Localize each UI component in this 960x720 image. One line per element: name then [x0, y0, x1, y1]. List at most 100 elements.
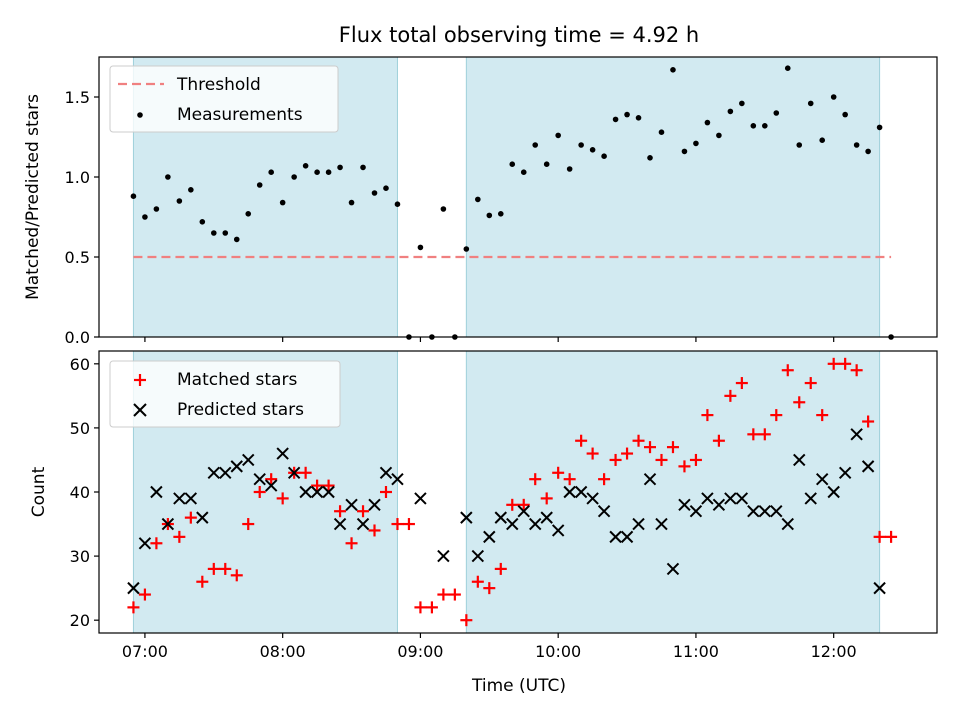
measurement-point	[819, 137, 826, 143]
predicted-star-point	[437, 549, 450, 563]
matched-star-point	[253, 486, 266, 498]
count-panel: 20 30 40 50 60 07:00 08:00 09:00 10:00 11:00 12:0…	[29, 350, 938, 696]
matched-legend-label: Matched stars	[177, 370, 297, 390]
predicted-star-point	[299, 485, 312, 499]
predicted-star-point	[563, 485, 576, 499]
measurements-legend-marker	[137, 112, 143, 118]
predicted-legend-marker	[133, 403, 147, 417]
measurement-point	[681, 148, 688, 155]
matched-star-point	[391, 518, 404, 531]
matched-star-point	[494, 562, 507, 575]
matched-star-point	[242, 518, 255, 531]
measurement-point	[601, 153, 607, 159]
predicted-star-point	[414, 492, 427, 505]
measurement-point	[670, 67, 676, 73]
matched-star-point	[368, 524, 381, 537]
measurement-point	[543, 161, 550, 167]
predicted-star-point	[253, 472, 266, 486]
count-observing-window-2	[465, 350, 881, 634]
measurement-point	[463, 246, 470, 252]
matched-star-point	[230, 569, 243, 582]
predicted-star-point	[609, 530, 622, 544]
count-x-tick-label: 08:00	[260, 642, 306, 661]
measurement-point	[520, 169, 527, 175]
matched-star-point	[540, 492, 553, 505]
measurement-point	[279, 199, 286, 206]
measurement-point	[371, 190, 378, 196]
matched-star-point	[127, 601, 140, 614]
predicted-star-point	[264, 479, 278, 492]
measurement-point	[830, 94, 837, 100]
ratio-y-tick-label: 0.0	[65, 328, 90, 347]
measurement-point	[624, 111, 630, 118]
measurement-point	[589, 147, 596, 153]
matched-star-point	[850, 364, 863, 377]
predicted-star-point	[138, 537, 152, 550]
measurement-point	[578, 142, 584, 148]
matched-star-point	[563, 473, 576, 486]
measurement-point	[509, 161, 516, 167]
predicted-star-point	[712, 498, 726, 512]
matched-star-point	[678, 460, 691, 473]
predicted-star-point	[540, 511, 553, 524]
predicted-star-point	[850, 428, 863, 441]
matched-star-point	[598, 473, 611, 486]
measurement-point	[417, 244, 424, 251]
measurement-point	[130, 193, 137, 199]
predicted-star-point	[471, 549, 485, 563]
count-y-tick-label: 30	[70, 547, 90, 566]
matched-legend-marker	[134, 374, 146, 386]
predicted-star-point	[620, 530, 634, 544]
matched-star-point	[827, 357, 840, 370]
matched-star-point	[207, 562, 220, 575]
measurement-point	[210, 230, 217, 236]
matched-star-point	[322, 479, 335, 492]
matched-star-point	[437, 588, 450, 601]
matched-star-point	[357, 505, 370, 518]
predicted-star-point	[666, 562, 680, 576]
matched-star-point	[299, 466, 312, 479]
predicted-star-point	[333, 517, 347, 531]
matched-star-point	[276, 492, 289, 505]
count-y-tick-label: 60	[70, 355, 90, 374]
matched-star-point	[712, 434, 725, 447]
predicted-star-point	[770, 505, 783, 518]
measurement-point	[245, 211, 252, 217]
measurement-point	[268, 169, 274, 175]
predicted-star-point	[207, 466, 221, 479]
matched-star-point	[483, 582, 496, 595]
measurement-point	[486, 212, 493, 219]
ratio-panel-frame	[98, 56, 938, 338]
predicted-star-point	[391, 472, 404, 486]
measurement-point	[222, 230, 229, 236]
measurement-point	[566, 166, 573, 172]
measurement-point	[853, 142, 860, 148]
measurement-point	[348, 199, 355, 206]
matched-star-point	[138, 588, 151, 601]
predicted-star-point	[196, 511, 209, 524]
predicted-star-point	[310, 485, 324, 499]
predicted-star-point	[322, 485, 335, 499]
predicted-star-point	[655, 517, 668, 531]
measurement-point	[314, 169, 320, 175]
measurement-point	[337, 164, 343, 171]
predicted-star-point	[276, 447, 289, 460]
matched-star-point	[632, 434, 645, 447]
measurement-point	[727, 108, 734, 115]
measurement-point	[302, 163, 309, 169]
matched-star-point	[621, 447, 634, 460]
predicted-star-point	[368, 498, 381, 512]
ratio-y-axis-label: Matched/Predicted stars	[23, 94, 43, 300]
measurement-point	[635, 115, 642, 121]
predicted-star-point	[861, 460, 875, 473]
matched-star-point	[311, 479, 324, 492]
matched-star-point	[219, 562, 232, 575]
measurement-point	[773, 110, 780, 116]
predicted-star-point	[815, 472, 829, 486]
predicted-star-point	[184, 492, 198, 505]
measurement-point	[704, 119, 711, 126]
matched-star-point	[816, 409, 829, 422]
measurement-point	[440, 206, 447, 212]
count-y-axis-label: Count	[29, 466, 49, 517]
matched-star-point	[735, 377, 748, 390]
